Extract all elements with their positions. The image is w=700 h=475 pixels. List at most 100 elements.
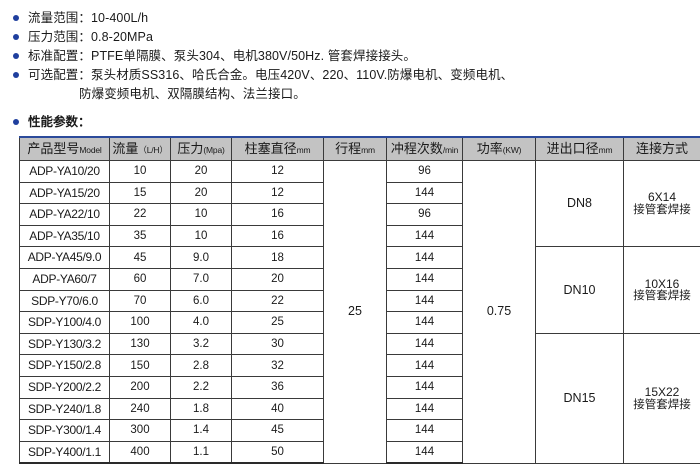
cell-stroke-count: 96: [386, 203, 463, 226]
table-column-header: 冲程次数/min: [386, 136, 463, 161]
cell-port-diameter: DN15: [535, 332, 624, 464]
cell-plunger-diameter: 18: [231, 246, 324, 269]
cell-stroke-count: 144: [386, 181, 463, 205]
table-column-header: 功率(KW): [462, 136, 536, 161]
column-header-label: 冲程次数: [390, 141, 443, 157]
bullet-dot-icon: [13, 53, 19, 59]
connection-size: 15X22: [644, 384, 680, 399]
table-column-header: 柱塞直径mm: [231, 136, 324, 161]
table-row: SDP-Y400/1.1 400 1.1 50 144: [19, 440, 700, 465]
cell-model: SDP-Y400/1.1: [19, 440, 110, 465]
section-title-text: 性能参数：: [28, 115, 91, 129]
table-column-header: 行程mm: [323, 136, 387, 161]
cell-model: ADP-YA60/7: [19, 267, 110, 291]
spec-text: 标准配置：PTFE单隔膜、泵头304、电机380V/50Hz. 管套焊接接头。: [28, 49, 416, 63]
table-column-header: 进出口径mm: [535, 136, 624, 161]
cell-connection-method: 6X14 接管套焊接: [623, 159, 700, 248]
cell-stroke-count: 144: [386, 224, 463, 248]
spec-item: 压力范围：0.8-20MPa: [0, 28, 700, 46]
cell-model: ADP-YA45/9.0: [19, 246, 110, 269]
cell-flow: 130: [109, 332, 171, 356]
column-header-unit: mm: [598, 145, 613, 156]
cell-pressure: 9.0: [170, 246, 232, 269]
cell-flow: 100: [109, 311, 171, 334]
bullet-dot-icon: [13, 119, 19, 125]
column-header-label: 进出口径: [546, 141, 599, 157]
cell-pressure: 3.2: [170, 332, 232, 356]
table-header: 产品型号Model 流量（L/H） 压力(Mpa) 柱塞直径mm 行程mm 冲程次数/mi…: [19, 136, 700, 161]
column-header-label: 压力: [177, 141, 204, 157]
cell-flow: 60: [109, 267, 171, 291]
column-header-unit: /min: [442, 145, 459, 156]
column-header-unit: (Mpa): [203, 145, 225, 156]
cell-plunger-diameter: 12: [231, 160, 324, 183]
spec-bullet-list: 流量范围：10-400L/h 压力范围：0.8-20MPa 标准配置：PTFE单隔膜…: [0, 0, 700, 103]
cell-model: ADP-YA15/20: [19, 181, 110, 205]
cell-plunger-diameter: 25: [231, 311, 324, 334]
bullet-dot-icon: [13, 15, 19, 21]
cell-plunger-diameter: 50: [231, 440, 324, 465]
spec-text: 压力范围：0.8-20MPa: [28, 30, 154, 44]
cell-model: SDP-Y70/6.0: [19, 289, 110, 313]
cell-plunger-diameter: 45: [231, 419, 324, 442]
table-column-header: 压力(Mpa): [170, 136, 232, 161]
cell-plunger-diameter: 16: [231, 224, 324, 248]
table-row: ADP-YA60/7 60 7.0 20 144: [19, 267, 700, 291]
column-header-label: 流量: [112, 141, 139, 157]
cell-plunger-diameter: 40: [231, 397, 324, 421]
table-row: ADP-YA10/20 10 20 12 25 96 0.75 DN8 6X14 接管套焊接: [19, 159, 700, 464]
cell-model: SDP-Y130/3.2: [19, 332, 110, 356]
table-row: SDP-Y70/6.0 70 6.0 22 144: [19, 289, 700, 313]
cell-stroke-count: 144: [386, 375, 463, 399]
spec-item: 标准配置：PTFE单隔膜、泵头304、电机380V/50Hz. 管套焊接接头。: [0, 47, 700, 65]
cell-model: SDP-Y150/2.8: [19, 354, 110, 377]
table-row: ADP-YA35/10 35 10 16 144: [19, 224, 700, 248]
table-row: SDP-Y100/4.0 100 4.0 25 144: [19, 311, 700, 334]
cell-model: SDP-Y240/1.8: [19, 397, 110, 421]
cell-pressure: 1.8: [170, 397, 232, 421]
cell-stroke-count: 144: [386, 332, 463, 356]
table-column-header: 产品型号Model: [19, 136, 110, 161]
spec-table-container: 产品型号Model 流量（L/H） 压力(Mpa) 柱塞直径mm 行程mm 冲程次数/mi…: [0, 136, 700, 465]
table-row: SDP-Y200/2.2 200 2.2 36 144: [19, 375, 700, 399]
table-row: ADP-YA22/10 22 10 16 96: [19, 203, 700, 226]
cell-pressure: 2.2: [170, 375, 232, 399]
cell-pressure: 1.1: [170, 440, 232, 465]
table-row: SDP-Y240/1.8 240 1.8 40 144: [19, 397, 700, 421]
cell-model: ADP-YA22/10: [19, 203, 110, 226]
cell-model: ADP-YA35/10: [19, 224, 110, 248]
cell-flow: 400: [109, 440, 171, 465]
cell-pressure: 20: [170, 160, 232, 183]
table-header-row: 产品型号Model 流量（L/H） 压力(Mpa) 柱塞直径mm 行程mm 冲程次数/mi…: [19, 136, 700, 161]
column-header-label: 产品型号: [27, 141, 80, 157]
cell-stroke-count: 144: [386, 354, 463, 377]
cell-flow: 35: [109, 224, 171, 248]
column-header-unit: Model: [79, 145, 102, 156]
cell-connection-method: 10X16 接管套焊接: [623, 246, 700, 334]
cell-pressure: 10: [170, 203, 232, 226]
column-header-unit: （L/H）: [138, 145, 168, 156]
performance-params-heading: 性能参数：: [0, 113, 700, 131]
column-header-label: 功率: [476, 141, 503, 157]
table-column-header: 连接方式: [623, 136, 700, 161]
cell-flow: 15: [109, 181, 171, 205]
table-row: ADP-YA15/20 15 20 12 144: [19, 181, 700, 205]
column-header-label: 连接方式: [635, 141, 688, 157]
connection-method-label: 接管套焊接: [633, 398, 691, 411]
cell-plunger-diameter: 22: [231, 289, 324, 313]
cell-flow: 70: [109, 289, 171, 313]
cell-port-diameter: DN8: [535, 159, 624, 248]
cell-pressure: 20: [170, 181, 232, 205]
cell-flow: 22: [109, 203, 171, 226]
bullet-dot-icon: [13, 72, 19, 78]
spec-text: 流量范围：10-400L/h: [28, 11, 149, 25]
cell-connection-method: 15X22 接管套焊接: [623, 332, 700, 464]
cell-pressure: 10: [170, 224, 232, 248]
cell-stroke-count: 96: [386, 160, 463, 183]
cell-pressure: 4.0: [170, 311, 232, 334]
cell-stroke-count: 144: [386, 246, 463, 269]
cell-pressure: 1.4: [170, 419, 232, 442]
cell-stroke-count: 144: [386, 289, 463, 313]
performance-parameters-table: 产品型号Model 流量（L/H） 压力(Mpa) 柱塞直径mm 行程mm 冲程次数/mi…: [19, 136, 700, 465]
cell-pressure: 7.0: [170, 267, 232, 291]
